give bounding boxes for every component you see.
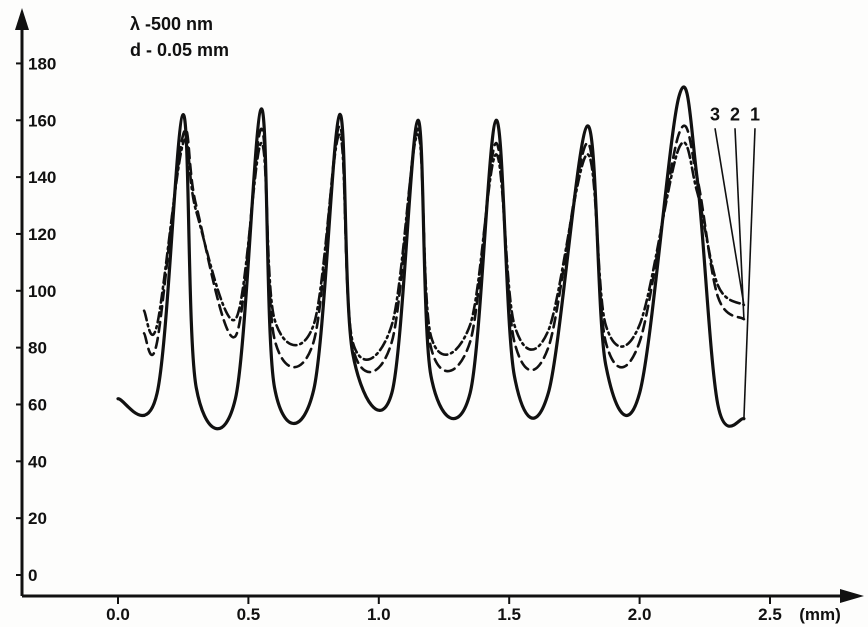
y-tick-label: 80 [28, 339, 47, 358]
x-tick-label: 0.5 [237, 605, 261, 624]
labels-group: 0.0 0.5 1.0 1.5 2.0 2.5 (mm) 0 20 40 60 80 100 120 140… [28, 14, 841, 624]
axes-group [15, 8, 864, 604]
x-tick-label: 1.5 [497, 605, 521, 624]
x-tick-label: 1.0 [367, 605, 391, 624]
series-leader-1 [743, 128, 756, 419]
y-tick-label: 140 [28, 168, 56, 187]
series-line-1 [116, 85, 746, 431]
y-tick-label: 40 [28, 452, 47, 471]
series-line-3 [142, 133, 746, 361]
x-tick-label: 0.0 [106, 605, 130, 624]
y-axis-arrow-icon [15, 8, 29, 30]
x-unit-label: (mm) [799, 605, 841, 624]
wavelength-annotation: λ -500 nm [130, 14, 213, 34]
series-leader-3 [714, 128, 745, 306]
y-tick-label: 60 [28, 395, 47, 414]
y-tick-label: 100 [28, 282, 56, 301]
series-group [116, 85, 756, 431]
x-axis-arrow-icon [840, 589, 864, 603]
y-tick-label: 180 [28, 54, 56, 73]
x-tick-label: 2.5 [758, 605, 782, 624]
y-tick-label: 20 [28, 509, 47, 528]
thickness-annotation: d - 0.05 mm [130, 40, 229, 60]
y-tick-label: 0 [28, 566, 37, 585]
y-tick-label: 120 [28, 225, 56, 244]
x-tick-label: 2.0 [628, 605, 652, 624]
series-line-2 [142, 124, 746, 374]
series-leader-2 [734, 128, 745, 320]
y-tick-label: 160 [28, 111, 56, 130]
series-label-1: 1 [750, 104, 760, 124]
series-label-2: 2 [730, 104, 740, 124]
series-label-3: 3 [710, 104, 720, 124]
